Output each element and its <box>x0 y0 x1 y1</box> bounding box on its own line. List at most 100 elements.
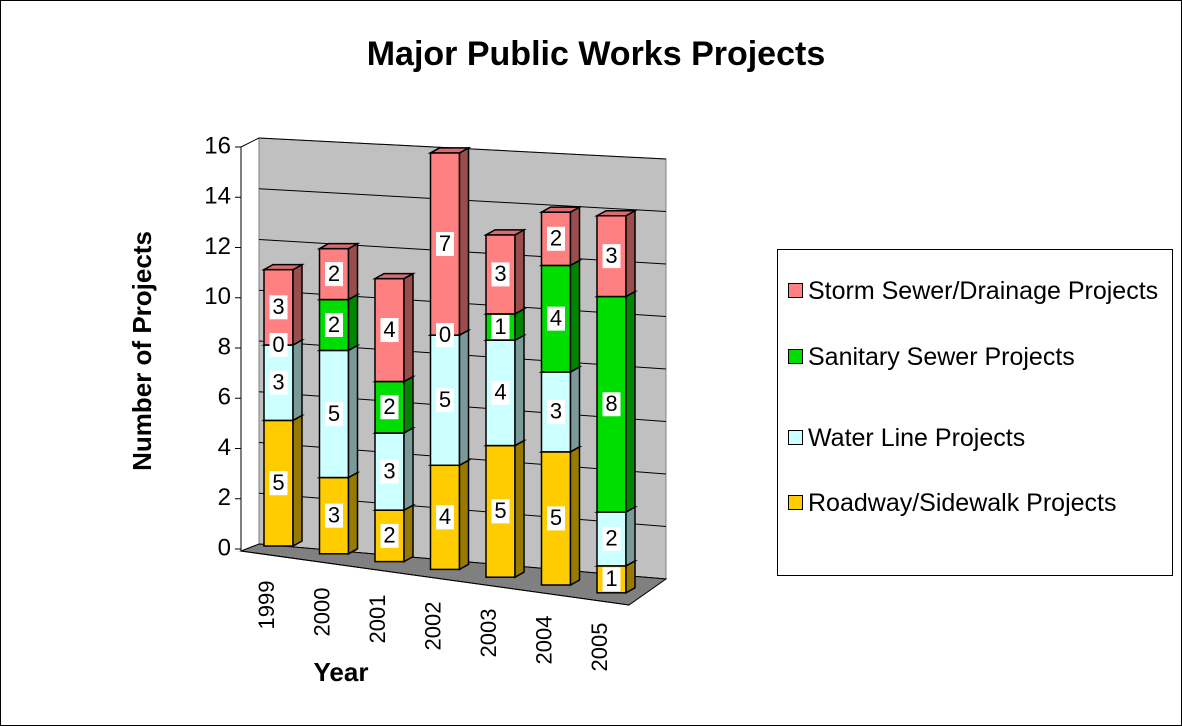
bar-side <box>625 209 636 298</box>
axis-edge <box>240 137 260 148</box>
data-label: 5 <box>328 401 340 426</box>
legend-entry: Water Line Projects <box>788 419 1168 457</box>
legend-label: Water Line Projects <box>808 424 1026 452</box>
data-label-box <box>491 262 510 287</box>
data-label-box <box>547 226 565 251</box>
bar-side <box>458 459 470 571</box>
y-tick-label: 2 <box>218 484 231 511</box>
legend-swatch <box>788 283 803 298</box>
bar-side <box>347 471 359 556</box>
legend-entry: Sanitary Sewer Projects <box>788 338 1168 376</box>
bar-segment <box>538 205 583 267</box>
data-label-box <box>269 333 288 357</box>
bar-side <box>347 344 359 479</box>
bar-side <box>458 146 470 337</box>
data-label-box <box>380 395 399 420</box>
data-label: 8 <box>605 391 617 416</box>
data-label: 5 <box>550 505 562 530</box>
bar-side <box>403 272 414 383</box>
data-label-box <box>602 567 621 592</box>
data-label: 3 <box>328 502 340 527</box>
data-label: 3 <box>383 458 395 483</box>
bar-side <box>569 205 581 267</box>
x-tick-label: 2001 <box>365 595 390 644</box>
data-label-box <box>325 312 343 337</box>
legend-swatch <box>788 430 803 445</box>
bar-side <box>569 445 581 587</box>
bar-side <box>625 290 636 514</box>
data-label: 4 <box>383 317 395 342</box>
bar-top <box>261 263 305 271</box>
data-label-box <box>547 306 565 331</box>
bar-side <box>514 333 525 447</box>
data-label: 4 <box>550 305 562 330</box>
data-label: 1 <box>494 314 506 339</box>
data-label: 3 <box>272 294 284 319</box>
bar-side <box>514 228 525 316</box>
x-tick-label: 1999 <box>254 581 279 630</box>
legend-label: Roadway/Sidewalk Projects <box>808 489 1117 517</box>
data-label: 3 <box>550 399 562 424</box>
bar-side <box>569 365 581 454</box>
data-label: 2 <box>383 394 395 419</box>
y-tick-label: 4 <box>218 434 231 461</box>
y-tick-label: 14 <box>204 183 231 210</box>
data-label: 4 <box>494 380 506 405</box>
bar-top <box>483 229 527 236</box>
bar-segment <box>316 242 361 301</box>
y-tick-label: 10 <box>204 283 231 310</box>
data-label: 5 <box>272 470 284 495</box>
data-label-box <box>380 318 399 343</box>
data-label-box <box>602 244 621 269</box>
data-label-box <box>436 323 454 348</box>
data-label-box <box>269 370 288 395</box>
data-label: 2 <box>328 312 340 337</box>
bar-side <box>403 375 414 435</box>
data-label-box <box>325 503 343 528</box>
bar-top <box>316 242 361 250</box>
data-label: 3 <box>605 243 617 268</box>
data-label-box <box>547 399 565 424</box>
data-label: 5 <box>439 387 451 412</box>
bar-side <box>569 259 581 374</box>
bar-side <box>347 242 359 301</box>
data-label: 3 <box>494 261 506 286</box>
bar-segment <box>261 263 305 347</box>
data-label-box <box>325 401 343 426</box>
data-label-box <box>491 499 510 524</box>
data-label-box <box>491 380 510 405</box>
y-tick-label: 0 <box>218 534 231 561</box>
data-label: 1 <box>605 566 617 591</box>
bar-side <box>403 503 414 563</box>
y-axis-label: Number of Projects <box>127 231 157 471</box>
bar-top <box>372 272 416 280</box>
bar-front <box>318 476 350 555</box>
data-label-box <box>436 505 454 530</box>
bar-segment <box>594 290 638 514</box>
bar-side <box>458 328 470 467</box>
bar-top <box>427 147 472 154</box>
legend-label: Sanitary Sewer Projects <box>808 343 1075 371</box>
data-label: 7 <box>439 231 451 256</box>
bar-side <box>292 263 303 347</box>
y-tick-label: 12 <box>204 233 231 260</box>
bar-side <box>625 505 636 568</box>
bar-side <box>403 426 414 512</box>
bar-side <box>292 414 303 548</box>
x-axis-label: Year <box>314 657 369 687</box>
data-label-box <box>380 459 399 484</box>
data-label-box <box>380 523 399 548</box>
x-tick-label: 2004 <box>531 616 556 665</box>
data-label-box <box>269 295 288 320</box>
x-axis <box>240 550 630 606</box>
data-label: 2 <box>328 261 340 286</box>
legend-swatch <box>788 349 803 364</box>
y-tick-label: 8 <box>218 333 231 360</box>
x-tick-label: 2002 <box>420 602 445 651</box>
legend-entry: Storm Sewer/Drainage Projects <box>788 272 1168 310</box>
data-label-box <box>547 506 565 531</box>
bar-side <box>347 293 359 352</box>
data-label-box <box>436 388 454 413</box>
